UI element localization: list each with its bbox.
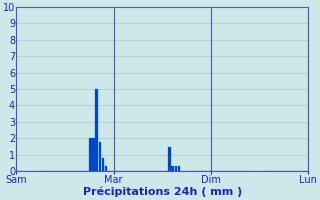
Bar [95, 89, 98, 171]
X-axis label: Précipitations 24h ( mm ): Précipitations 24h ( mm ) [83, 187, 242, 197]
Bar [89, 138, 92, 171]
Bar [101, 158, 104, 171]
Bar [92, 138, 95, 171]
Bar [174, 166, 177, 171]
Bar [178, 166, 180, 171]
Bar [168, 147, 171, 171]
Bar [172, 166, 174, 171]
Bar [105, 166, 108, 171]
Bar [99, 142, 101, 171]
